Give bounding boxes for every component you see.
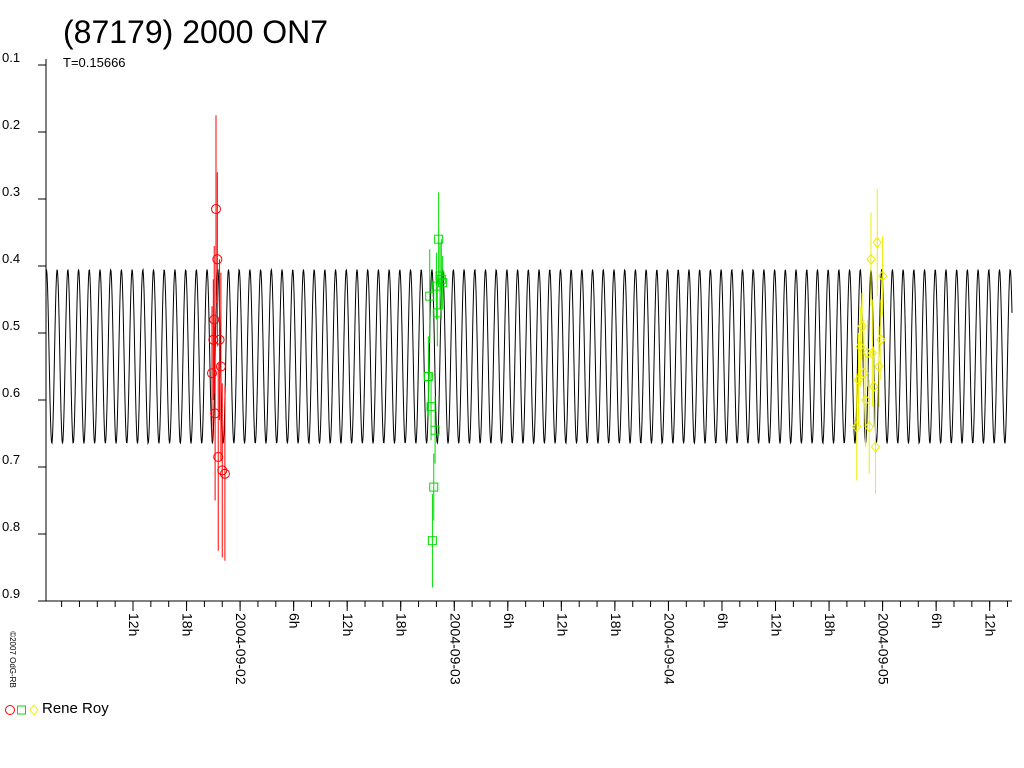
legend: Rene Roy — [4, 700, 109, 717]
data-point — [870, 441, 881, 453]
legend-markers-icon — [5, 703, 39, 716]
data-point — [429, 482, 439, 492]
data-point — [430, 425, 440, 435]
data-point — [861, 394, 871, 406]
data-point — [436, 274, 446, 284]
data-point — [869, 380, 879, 393]
x-tick-label: 2004-09-02 — [233, 613, 249, 685]
y-tick-label: 0.2 — [2, 117, 20, 132]
x-tick-label: 6h — [715, 613, 731, 629]
y-tick-label: 0.9 — [2, 586, 20, 601]
y-tick-label: 0.1 — [2, 50, 20, 65]
data-point — [217, 465, 228, 476]
x-tick-label: 12h — [554, 613, 570, 636]
x-tick-label: 18h — [822, 613, 838, 636]
data-point — [852, 420, 862, 433]
data-point — [857, 320, 867, 333]
data-point — [876, 333, 886, 346]
x-tick-label: 18h — [394, 613, 410, 636]
period-label: T=0.15666 — [63, 55, 126, 70]
y-tick-label: 0.6 — [2, 385, 20, 400]
legend-observer-name: Rene Roy — [42, 700, 109, 717]
data-point — [219, 468, 230, 479]
y-tick-label: 0.8 — [2, 519, 20, 534]
x-tick-label: 6h — [929, 613, 945, 629]
data-point — [210, 204, 221, 215]
x-tick-label: 2004-09-05 — [876, 613, 892, 685]
data-point — [877, 270, 888, 282]
data-point — [853, 374, 864, 386]
data-point — [866, 253, 876, 266]
y-tick-label: 0.7 — [2, 452, 20, 467]
data-point — [427, 536, 437, 546]
data-point — [215, 361, 226, 372]
data-point — [212, 254, 223, 265]
x-tick-label: 6h — [287, 613, 303, 629]
x-tick-label: 12h — [126, 613, 142, 636]
data-point — [423, 372, 433, 382]
data-point — [438, 278, 448, 288]
x-tick-label: 12h — [983, 613, 999, 636]
y-tick-label: 0.3 — [2, 184, 20, 199]
model-curve — [45, 267, 1013, 446]
data-point — [434, 234, 444, 244]
data-point — [435, 271, 445, 281]
chart-title: (87179) 2000 ON7 — [63, 14, 329, 50]
data-point — [864, 420, 874, 433]
data-point — [206, 368, 217, 379]
data-point — [872, 236, 882, 249]
x-tick-label: 12h — [340, 613, 356, 636]
x-tick-label: 2004-09-03 — [447, 613, 463, 685]
data-point — [425, 291, 435, 301]
data-point — [214, 334, 225, 345]
x-tick-label: 12h — [769, 613, 785, 636]
data-point — [855, 340, 865, 353]
y-tick-label: 0.5 — [2, 318, 20, 333]
x-tick-label: 18h — [608, 613, 624, 636]
y-tick-label: 0.4 — [2, 251, 20, 266]
data-point — [874, 360, 884, 373]
data-point — [209, 314, 220, 325]
x-tick-label: 6h — [501, 613, 517, 629]
data-point — [859, 367, 869, 380]
data-point — [867, 347, 877, 359]
x-tick-label: 2004-09-04 — [661, 613, 677, 685]
x-tick-label: 18h — [180, 613, 196, 636]
